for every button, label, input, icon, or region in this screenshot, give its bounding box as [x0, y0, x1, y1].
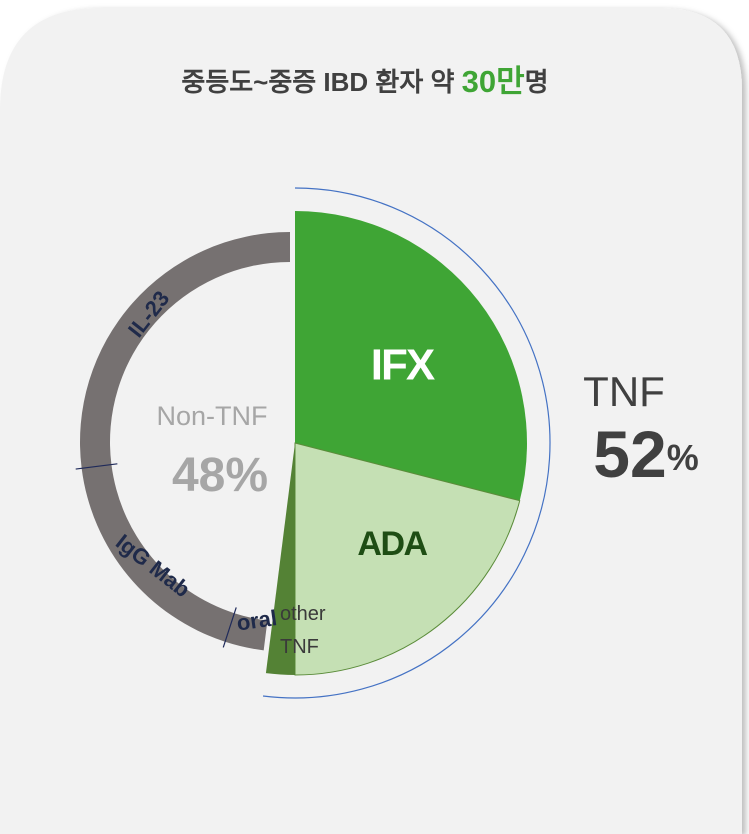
group-value-number: 48 — [172, 449, 225, 502]
group-value: 48% — [172, 449, 268, 502]
group-value-number: 52 — [593, 417, 666, 491]
ring-segment — [225, 613, 268, 651]
ring-divider — [222, 607, 237, 648]
ring-segment — [79, 232, 290, 469]
title-text: 중등도~중증 IBD 환자 약 — [181, 67, 461, 97]
segment-label: IFX — [371, 341, 435, 390]
ring-label: oral — [235, 605, 278, 635]
group-value-unit: % — [667, 437, 699, 478]
pie — [262, 187, 551, 699]
group-name: Non-TNF — [156, 401, 267, 431]
title: 중등도~중증 IBD 환자 약 30만명 — [181, 64, 548, 99]
title-highlight: 30만 — [462, 64, 525, 99]
segment-label: other TNF — [280, 603, 326, 658]
group-value-unit: % — [225, 449, 268, 502]
title-text: 명 — [525, 67, 549, 97]
pie-slice — [265, 443, 295, 675]
group-value: 52% — [593, 417, 698, 491]
segment-label-box: other TNF — [280, 603, 326, 658]
ring-divider — [75, 463, 118, 470]
pie-slice — [295, 211, 527, 501]
group-name: TNF — [583, 368, 665, 415]
segment-label: ADA — [357, 525, 427, 563]
ring-segment — [81, 464, 235, 642]
group-arc — [262, 187, 551, 699]
ring — [75, 232, 290, 651]
pie-slice — [294, 442, 521, 676]
